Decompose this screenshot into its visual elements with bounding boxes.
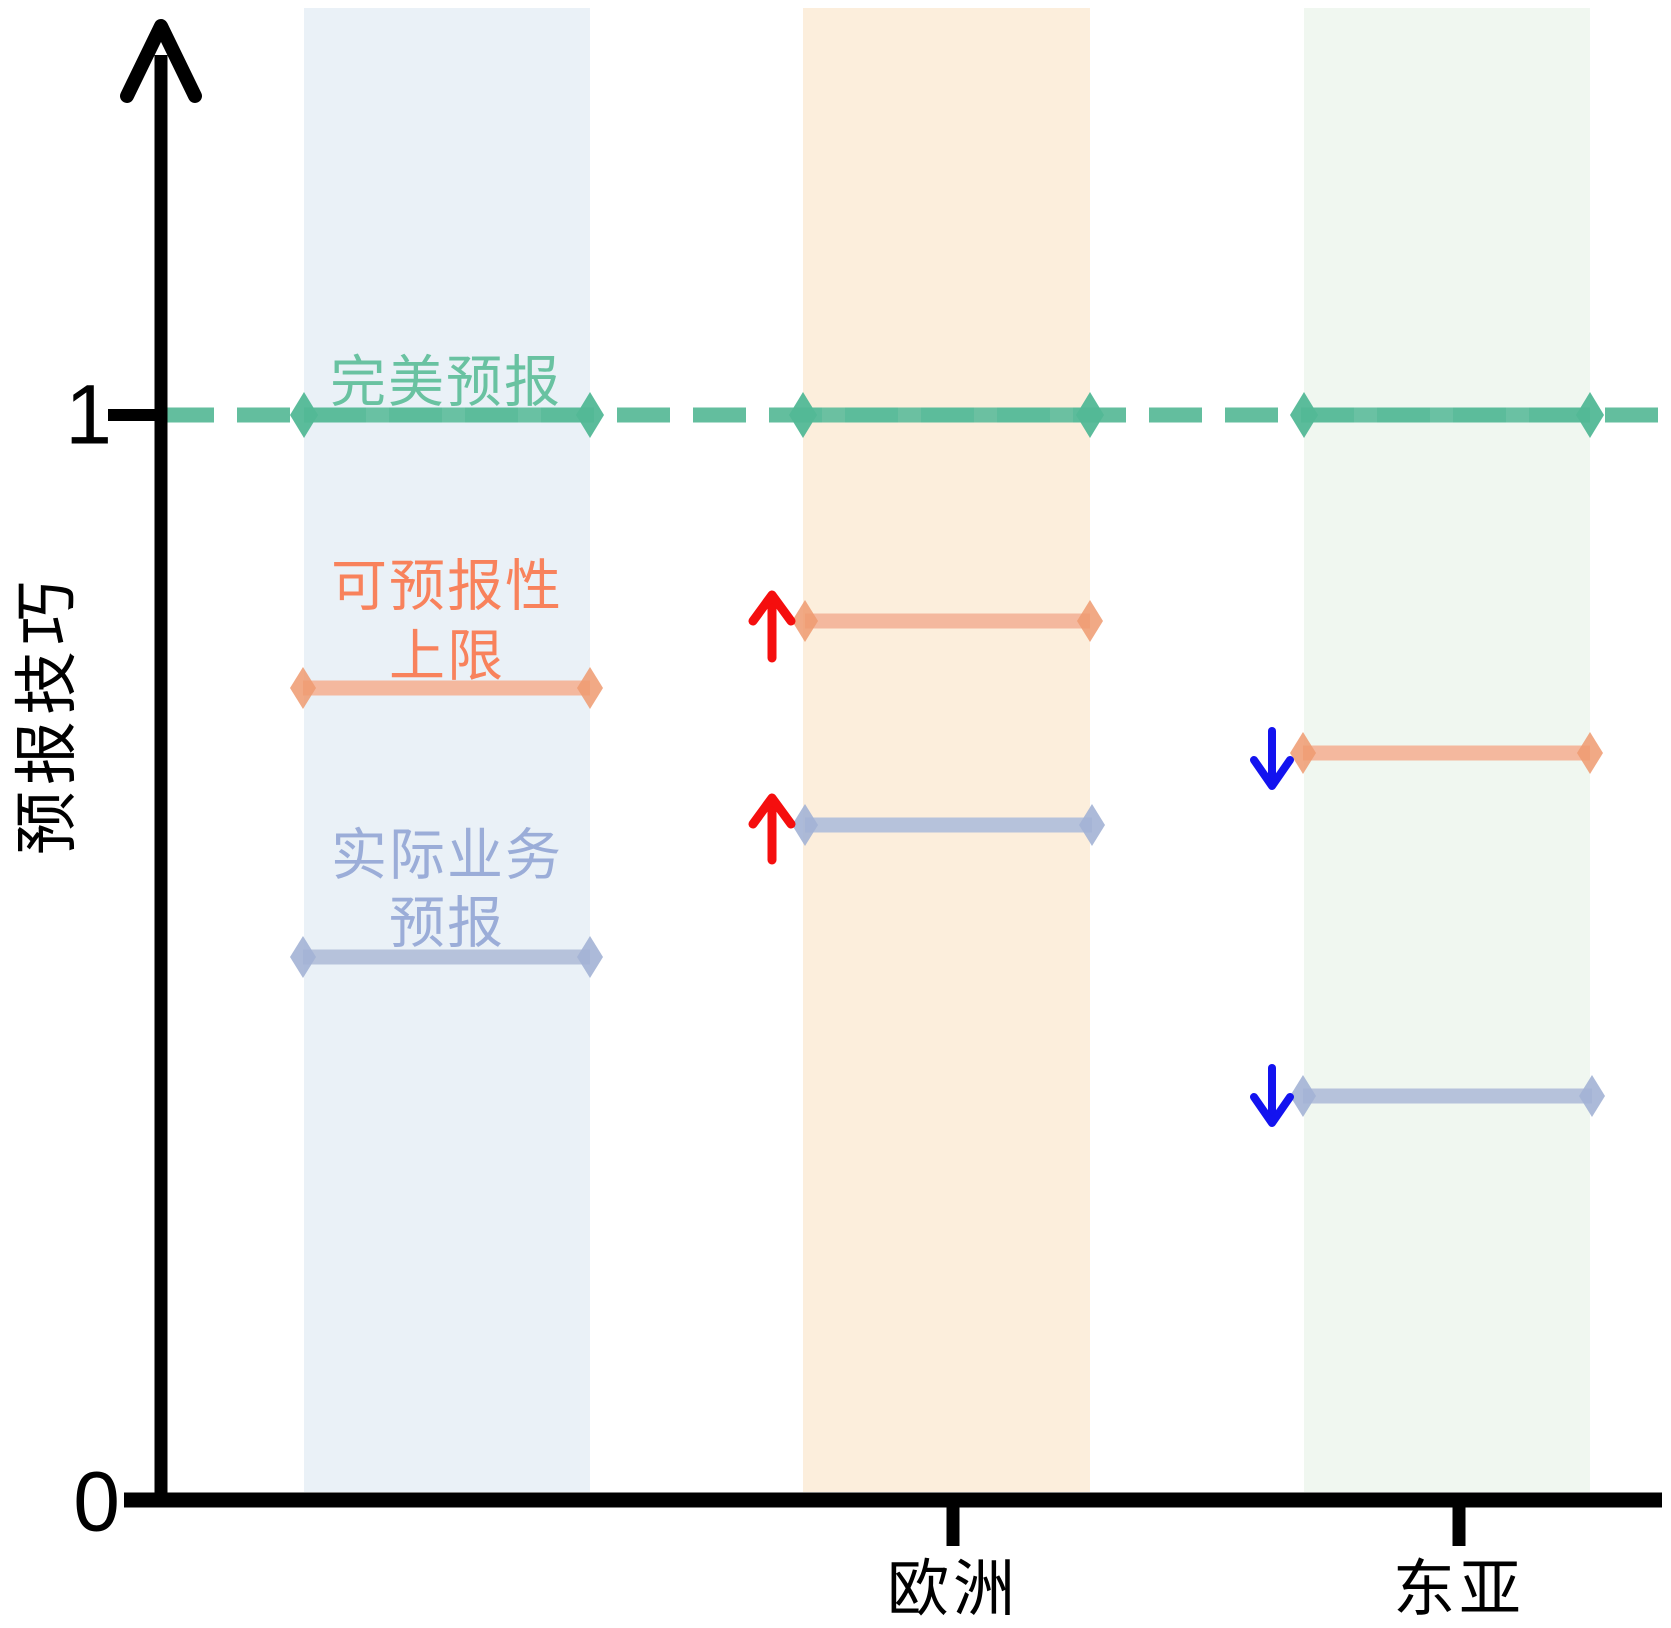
y-tick-label-0: 0: [73, 1454, 120, 1549]
europe-band: [803, 8, 1090, 1492]
y-axis-title: 预报技巧: [11, 575, 83, 855]
upper-limit-segments: [303, 613, 1590, 761]
x-tick-label-eastasia: 东亚: [1392, 1555, 1526, 1624]
decrease-arrow-icon: [1250, 1064, 1294, 1127]
actual-forecast-label-line1: 实际业务: [331, 823, 563, 887]
y-tick-label-1: 1: [65, 367, 112, 462]
perfect-forecast-label: 完美预报: [330, 350, 562, 414]
perfect-forecast-diamond-markers: [290, 392, 1604, 438]
upper-limit-label-line2: 上限: [389, 624, 505, 688]
y-axis-arrowhead-icon: [120, 19, 202, 103]
actual-forecast-label-line2: 预报: [389, 891, 505, 955]
upper-limit-diamond-markers: [290, 600, 1603, 774]
increase-arrow-icon: [748, 590, 796, 663]
x-tick-label-europe: 欧洲: [886, 1555, 1020, 1624]
upper-limit-label-line1: 可预报性: [331, 554, 563, 618]
actual-forecast-segments: [303, 817, 1592, 1104]
increase-arrow-icon: [748, 793, 796, 865]
legend-band: [304, 8, 590, 1492]
decrease-arrow-icon: [1250, 727, 1294, 790]
actual-forecast-diamond-markers: [290, 804, 1605, 1117]
